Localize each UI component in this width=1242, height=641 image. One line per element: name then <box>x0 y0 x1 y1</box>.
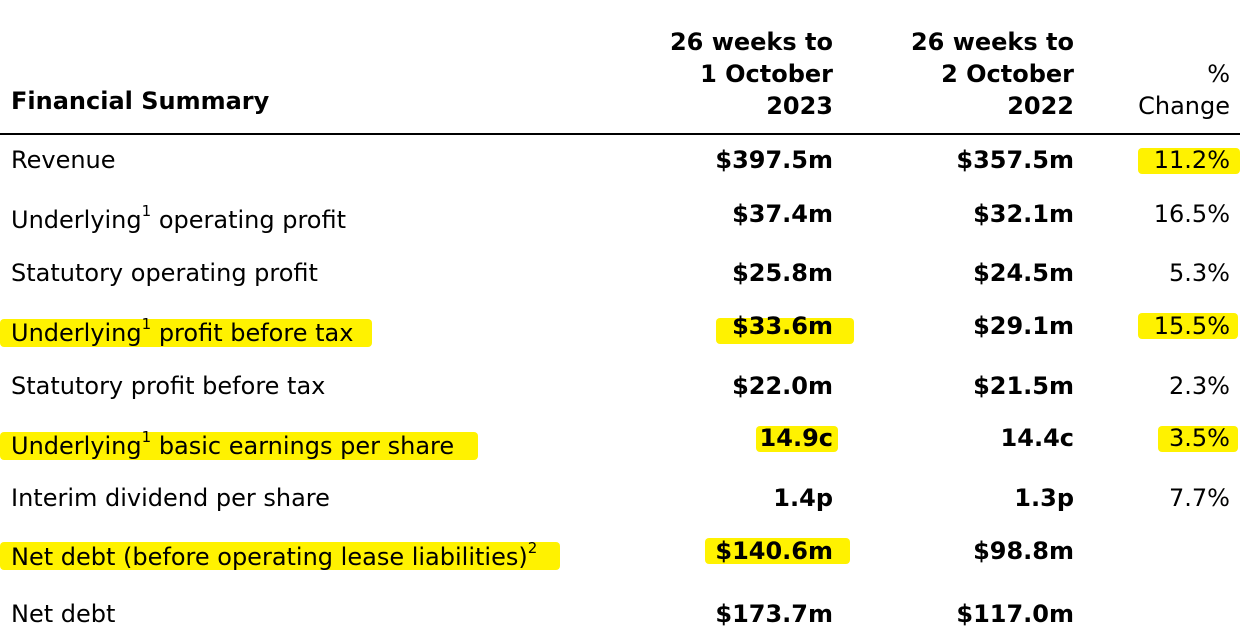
highlight-mark <box>756 426 838 452</box>
value-2023: $37.4m <box>732 200 833 228</box>
highlight-mark <box>0 319 372 347</box>
value-2023: $25.8m <box>732 259 833 287</box>
value-change: 15.5% <box>1153 312 1230 340</box>
highlight-mark <box>0 542 560 570</box>
row-label: Net debt (before operating lease liabili… <box>11 539 538 572</box>
row-label: Underlying1 profit before tax <box>11 315 354 348</box>
value-2022: $32.1m <box>973 200 1074 228</box>
value-change: 5.3% <box>1169 259 1230 287</box>
value-2022: 1.3p <box>1014 484 1074 512</box>
value-2023: 1.4p <box>773 484 833 512</box>
value-change: 2.3% <box>1169 372 1230 400</box>
row-label: Interim dividend per share <box>11 484 330 512</box>
table-row: Net debt $173.7m $117.0m <box>0 598 1242 638</box>
value-2022: $24.5m <box>973 259 1074 287</box>
table-title: Financial Summary <box>11 87 270 115</box>
header-divider <box>0 133 1240 135</box>
table-row: Revenue $397.5m $357.5m 11.2% <box>0 144 1242 184</box>
table-row: Underlying1 profit before tax $33.6m $29… <box>0 310 1242 350</box>
column-header-2022: 26 weeks to 2 October 2022 <box>800 26 1074 122</box>
value-2022: $357.5m <box>956 146 1074 174</box>
column-header-2023: 26 weeks to 1 October 2023 <box>560 26 833 122</box>
value-2022: 14.4c <box>1000 424 1074 452</box>
row-label: Statutory operating profit <box>11 259 318 287</box>
table-row: Underlying1 operating profit $37.4m $32.… <box>0 198 1242 238</box>
value-2023: $140.6m <box>715 537 833 565</box>
table-row: Underlying1 basic earnings per share 14.… <box>0 422 1242 462</box>
table-row: Statutory operating profit $25.8m $24.5m… <box>0 257 1242 297</box>
column-header-line: Change <box>1138 92 1230 120</box>
column-header-line: 26 weeks to <box>669 28 833 56</box>
column-header-line: 2022 <box>1007 92 1074 120</box>
table-row: Interim dividend per share 1.4p 1.3p 7.7… <box>0 482 1242 522</box>
value-2023: $33.6m <box>732 312 833 340</box>
highlight-mark <box>1158 426 1238 452</box>
value-2023: $173.7m <box>715 600 833 628</box>
highlight-mark <box>1138 148 1240 174</box>
table-row: Net debt (before operating lease liabili… <box>0 535 1242 575</box>
column-header-line: 2023 <box>766 92 833 120</box>
value-2023: $22.0m <box>732 372 833 400</box>
highlight-mark <box>0 432 478 460</box>
value-change: 3.5% <box>1169 424 1230 452</box>
value-2023: 14.9c <box>759 424 833 452</box>
row-label: Underlying1 basic earnings per share <box>11 428 455 461</box>
row-label: Revenue <box>11 146 116 174</box>
column-header-line: 1 October <box>700 60 833 88</box>
column-header-change: % Change <box>1080 58 1230 122</box>
highlight-mark <box>705 538 850 564</box>
value-2022: $98.8m <box>973 537 1074 565</box>
value-2022: $21.5m <box>973 372 1074 400</box>
row-label: Statutory profit before tax <box>11 372 326 400</box>
value-change: 16.5% <box>1153 200 1230 228</box>
value-2022: $117.0m <box>956 600 1074 628</box>
column-header-line: % <box>1207 60 1230 88</box>
column-header-line: 2 October <box>941 60 1074 88</box>
highlight-mark <box>1138 313 1238 339</box>
column-header-line: 26 weeks to <box>910 28 1074 56</box>
value-2023: $397.5m <box>715 146 833 174</box>
row-label: Underlying1 operating profit <box>11 202 347 235</box>
value-change: 7.7% <box>1169 484 1230 512</box>
highlight-mark <box>716 318 854 344</box>
value-change: 11.2% <box>1153 146 1230 174</box>
value-2022: $29.1m <box>973 312 1074 340</box>
table-row: Statutory profit before tax $22.0m $21.5… <box>0 370 1242 410</box>
row-label: Net debt <box>11 600 116 628</box>
